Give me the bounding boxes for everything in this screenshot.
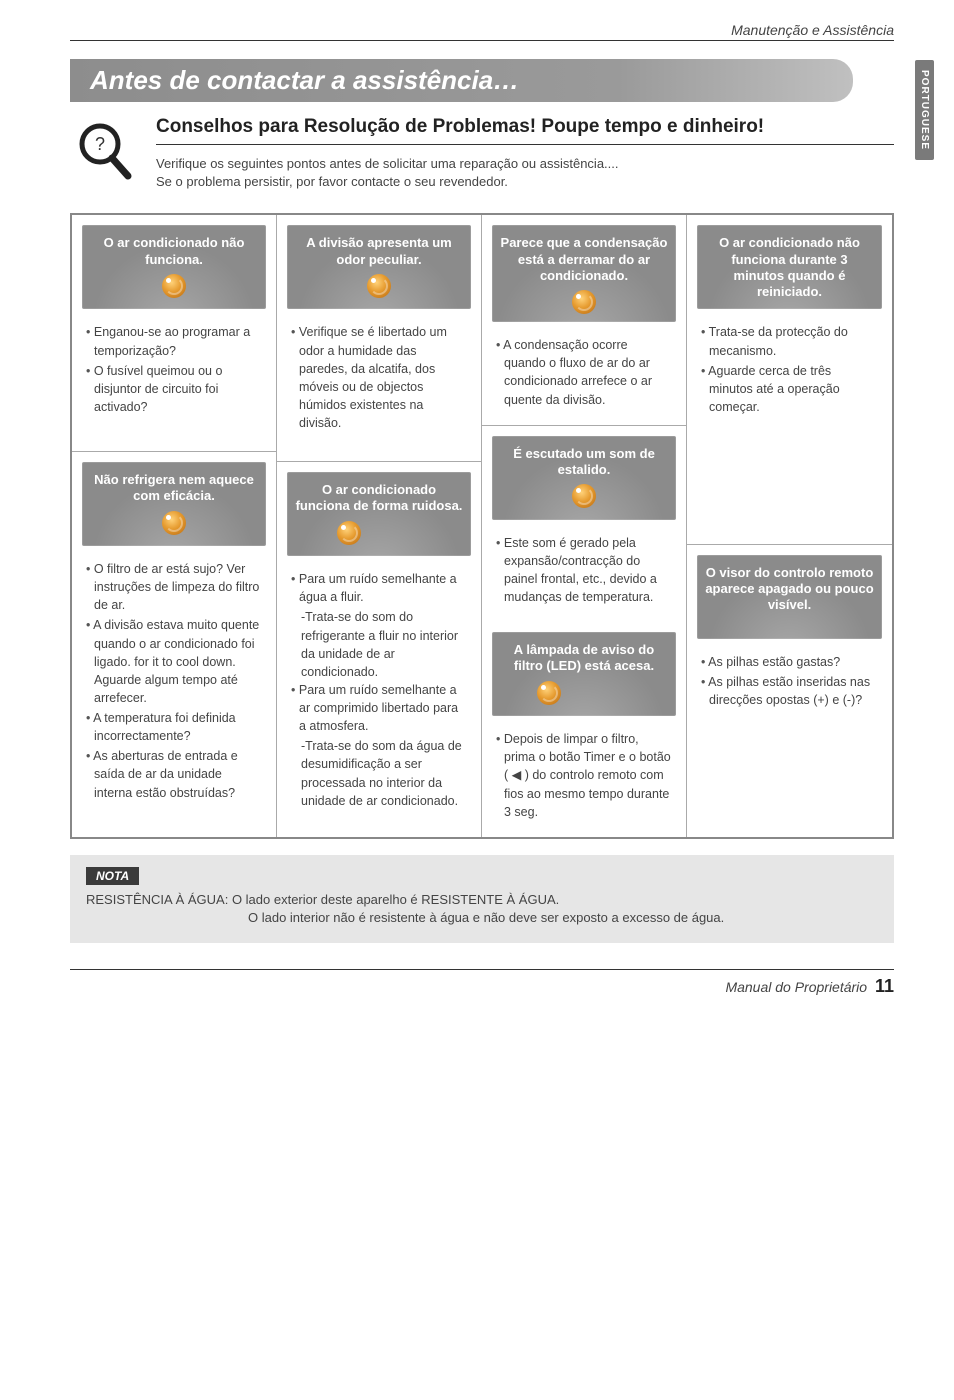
bullet: O filtro de ar está sujo? Ver instruções…: [86, 560, 262, 614]
magnifier-icon: ?: [70, 116, 140, 186]
sub-text: -Trata-se do som do refrigerante a fluir…: [291, 608, 467, 681]
body-c2r1: Verifique se é libertado um odor a humid…: [277, 319, 481, 461]
card-title: Não refrigera nem aquece com eficácia.: [90, 472, 258, 505]
intro-title: Conselhos para Resolução de Problemas! P…: [156, 116, 894, 145]
footer-manual: Manual do Proprietário: [725, 979, 867, 995]
card-filter-led: A lâmpada de aviso do filtro (LED) está …: [492, 632, 676, 716]
bullet: Trata-se da protecção do mecanismo.: [701, 323, 878, 359]
svg-text:?: ?: [95, 134, 105, 154]
card-ac-not-working: O ar condicionado não funciona.: [82, 225, 266, 309]
card-condensation: Parece que a condensação está a derramar…: [492, 225, 676, 322]
bullet: A temperatura foi definida incorrectamen…: [86, 709, 262, 745]
bullet: O fusível queimou ou o disjuntor de circ…: [86, 362, 262, 416]
bullet: Enganou-se ao programar a temporização?: [86, 323, 262, 359]
swirl-icon: [162, 274, 186, 298]
bullet: As pilhas estão gastas?: [701, 653, 878, 671]
section-header: Manutenção e Assistência: [731, 22, 894, 38]
body-c3r1: A condensação ocorre quando o fluxo de a…: [482, 332, 686, 425]
language-tab: PORTUGUESE: [915, 60, 934, 160]
bullet: Este som é gerado pela expansão/contracç…: [496, 534, 672, 607]
bullet: Para um ruído semelhante a ar comprimido…: [291, 681, 467, 735]
body-c1r1: Enganou-se ao programar a temporização?O…: [72, 319, 276, 451]
nota-line2: O lado interior não é resistente à água …: [86, 909, 878, 927]
swirl-icon: [367, 274, 391, 298]
card-noisy: O ar condicionado funciona de forma ruid…: [287, 472, 471, 556]
nota-line1b: O lado exterior deste aparelho é RESISTE…: [232, 892, 559, 907]
swirl-icon: [572, 484, 596, 508]
bullet: As aberturas de entrada e saída de ar da…: [86, 747, 262, 801]
nota-box: NOTA RESISTÊNCIA À ÁGUA: O lado exterior…: [70, 855, 894, 943]
card-not-cooling: Não refrigera nem aquece com eficácia.: [82, 462, 266, 546]
swirl-icon: [572, 290, 596, 314]
bullet: As pilhas estão inseridas nas direcções …: [701, 673, 878, 709]
card-title: O ar condicionado não funciona durante 3…: [705, 235, 874, 300]
card-odor: A divisão apresenta um odor peculiar.: [287, 225, 471, 309]
body-c1r2: O filtro de ar está sujo? Ver instruções…: [72, 556, 276, 837]
body-c3r2a: Este som é gerado pela expansão/contracç…: [482, 530, 686, 623]
card-title: Parece que a condensação está a derramar…: [500, 235, 668, 284]
card-title: A lâmpada de aviso do filtro (LED) está …: [500, 642, 668, 675]
body-c3r2b: Depois de limpar o filtro, prima o botão…: [482, 726, 686, 837]
card-crack-sound: É escutado um som de estalido.: [492, 436, 676, 520]
sub-text: -Trata-se do som da água de desumidifica…: [291, 737, 467, 810]
nota-line1a: RESISTÊNCIA À ÁGUA:: [86, 892, 232, 907]
intro-desc-1: Verifique os seguintes pontos antes de s…: [156, 155, 894, 173]
footer: Manual do Proprietário 11: [70, 969, 894, 997]
page-banner: Antes de contactar a assistência…: [70, 59, 853, 102]
card-title: A divisão apresenta um odor peculiar.: [295, 235, 463, 268]
bullet: A divisão estava muito quente quando o a…: [86, 616, 262, 707]
swirl-icon: [537, 681, 561, 705]
card-title: É escutado um som de estalido.: [500, 446, 668, 479]
card-title: O visor do controlo remoto aparece apaga…: [705, 565, 874, 614]
bullet: Para um ruído semelhante a água a fluir.: [291, 570, 467, 606]
bullet: A condensação ocorre quando o fluxo de a…: [496, 336, 672, 409]
swirl-icon: [162, 511, 186, 535]
bullet: Verifique se é libertado um odor a humid…: [291, 323, 467, 432]
body-c2r2: Para um ruído semelhante a água a fluir.…: [277, 566, 481, 837]
card-title: O ar condicionado funciona de forma ruid…: [295, 482, 463, 515]
card-title: O ar condicionado não funciona.: [90, 235, 258, 268]
swirl-icon: [337, 521, 361, 545]
footer-page: 11: [875, 976, 894, 996]
intro-desc-2: Se o problema persistir, por favor conta…: [156, 173, 894, 191]
card-3min: O ar condicionado não funciona durante 3…: [697, 225, 882, 309]
body-c4r1: Trata-se da protecção do mecanismo.Aguar…: [687, 319, 892, 543]
nota-label: NOTA: [86, 867, 139, 885]
bullet: Aguarde cerca de três minutos até a oper…: [701, 362, 878, 416]
body-c4r2: As pilhas estão gastas? As pilhas estão i…: [687, 649, 892, 837]
card-remote-dim: O visor do controlo remoto aparece apaga…: [697, 555, 882, 639]
bullet: Depois de limpar o filtro, prima o botão…: [496, 730, 672, 821]
